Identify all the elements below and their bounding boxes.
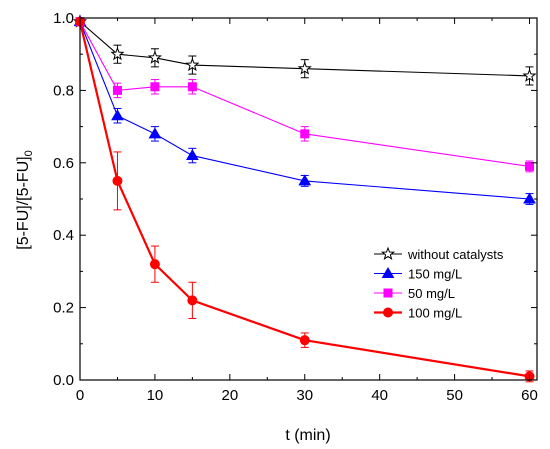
y-tick-label: 0.8 bbox=[53, 82, 74, 99]
y-tick-label: 0.6 bbox=[53, 155, 74, 172]
x-tick-label: 30 bbox=[296, 387, 313, 404]
data-point bbox=[111, 109, 124, 121]
series-line-2 bbox=[79, 21, 530, 167]
y-axis-title-main: [5-FU]/[5-FU] bbox=[15, 156, 32, 249]
legend-marker bbox=[383, 307, 393, 318]
legend-label: 50 mg/L bbox=[408, 286, 455, 301]
series-0 bbox=[72, 14, 537, 86]
data-point bbox=[147, 50, 162, 64]
series-3 bbox=[75, 16, 535, 383]
y-axis-title-subscript: 0 bbox=[23, 150, 35, 156]
series-line-0 bbox=[79, 21, 530, 77]
data-point bbox=[112, 85, 122, 95]
data-point bbox=[185, 57, 200, 72]
series-line-1 bbox=[79, 21, 530, 200]
data-point bbox=[300, 129, 310, 139]
legend-marker bbox=[380, 246, 396, 261]
data-point bbox=[523, 192, 536, 204]
series-1 bbox=[73, 15, 536, 205]
data-point bbox=[186, 149, 199, 161]
y-tick-label: 0.4 bbox=[53, 227, 74, 244]
legend-label: 100 mg/L bbox=[408, 306, 462, 321]
data-point bbox=[525, 161, 535, 171]
legend-label: without catalysts bbox=[407, 247, 504, 262]
series-line-3 bbox=[78, 21, 530, 378]
series-2 bbox=[75, 17, 535, 173]
axes: 0 10 20 30 40 50 60 0.0 0.2 0.4 0.6 0.8 1.0 bbox=[53, 10, 538, 404]
data-point bbox=[149, 259, 160, 270]
x-tick-label: 20 bbox=[221, 387, 238, 404]
x-tick-label: 40 bbox=[371, 387, 388, 404]
data-point bbox=[112, 175, 123, 186]
data-point bbox=[150, 82, 160, 92]
x-tick-label: 50 bbox=[446, 387, 463, 404]
y-tick-label: 1.0 bbox=[53, 10, 74, 27]
legend-label: 150 mg/L bbox=[408, 267, 462, 282]
data-point bbox=[298, 174, 312, 186]
legend: without catalysts 150 mg/L 50 mg/L 100 mg/L bbox=[374, 246, 504, 321]
plot-frame bbox=[79, 17, 538, 381]
data-point bbox=[110, 46, 125, 61]
legend-marker bbox=[383, 288, 393, 298]
y-tick-label: 0.2 bbox=[53, 300, 74, 317]
y-axis-title: [5-FU]/[5-FU]0 bbox=[15, 150, 35, 249]
legend-marker bbox=[381, 267, 395, 278]
data-point bbox=[299, 335, 310, 346]
data-point bbox=[187, 82, 197, 92]
data-point bbox=[148, 127, 162, 139]
data-point bbox=[187, 295, 198, 306]
plot-area bbox=[72, 14, 537, 383]
x-tick-label: 10 bbox=[147, 387, 164, 404]
x-tick-label: 60 bbox=[521, 387, 538, 404]
data-point bbox=[522, 68, 537, 82]
x-axis-title: t (min) bbox=[285, 427, 330, 444]
y-tick-label: 0.0 bbox=[53, 372, 74, 389]
x-tick-label: 0 bbox=[76, 387, 84, 404]
data-point bbox=[297, 61, 312, 75]
